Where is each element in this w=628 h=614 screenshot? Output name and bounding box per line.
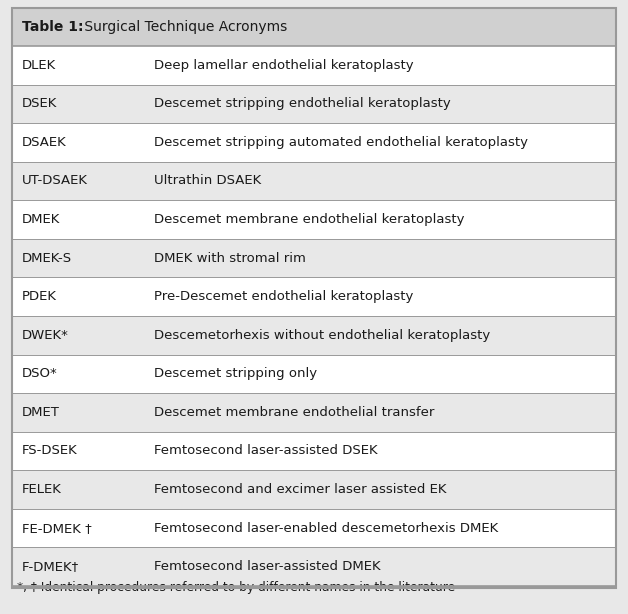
Bar xyxy=(12,393,616,432)
Text: Pre-Descemet endothelial keratoplasty: Pre-Descemet endothelial keratoplasty xyxy=(154,290,413,303)
Text: Descemet membrane endothelial keratoplasty: Descemet membrane endothelial keratoplas… xyxy=(154,213,465,226)
Text: DSEK: DSEK xyxy=(22,98,57,111)
Text: DLEK: DLEK xyxy=(22,59,57,72)
Text: FELEK: FELEK xyxy=(22,483,62,496)
Text: PDEK: PDEK xyxy=(22,290,57,303)
Text: Table 1:: Table 1: xyxy=(22,20,84,34)
Text: Descemetorhexis without endothelial keratoplasty: Descemetorhexis without endothelial kera… xyxy=(154,328,490,342)
Bar xyxy=(12,278,616,316)
Bar xyxy=(12,239,616,278)
Text: Descemet stripping automated endothelial keratoplasty: Descemet stripping automated endothelial… xyxy=(154,136,528,149)
Bar xyxy=(12,8,616,46)
Text: Femtosecond and excimer laser assisted EK: Femtosecond and excimer laser assisted E… xyxy=(154,483,447,496)
Bar xyxy=(12,470,616,509)
Text: Descemet stripping endothelial keratoplasty: Descemet stripping endothelial keratopla… xyxy=(154,98,451,111)
Text: DMEK with stromal rim: DMEK with stromal rim xyxy=(154,252,306,265)
Bar xyxy=(12,586,616,588)
Text: DSAEK: DSAEK xyxy=(22,136,67,149)
Bar xyxy=(12,46,616,85)
Text: DWEK*: DWEK* xyxy=(22,328,69,342)
Text: DSO*: DSO* xyxy=(22,367,58,380)
Text: Deep lamellar endothelial keratoplasty: Deep lamellar endothelial keratoplasty xyxy=(154,59,414,72)
Text: *, † Identical procedures referred to by different names in the literature: *, † Identical procedures referred to by… xyxy=(17,580,455,594)
Text: Surgical Technique Acronyms: Surgical Technique Acronyms xyxy=(80,20,287,34)
Text: UT-DSAEK: UT-DSAEK xyxy=(22,174,88,187)
Text: F-DMEK†: F-DMEK† xyxy=(22,560,79,573)
Text: FS-DSEK: FS-DSEK xyxy=(22,445,78,457)
Text: FE-DMEK †: FE-DMEK † xyxy=(22,522,92,535)
Bar xyxy=(12,85,616,123)
Bar xyxy=(12,161,616,200)
Text: DMEK: DMEK xyxy=(22,213,60,226)
Bar xyxy=(12,354,616,393)
Text: Descemet membrane endothelial transfer: Descemet membrane endothelial transfer xyxy=(154,406,435,419)
Text: Femtosecond laser-enabled descemetorhexis DMEK: Femtosecond laser-enabled descemetorhexi… xyxy=(154,522,498,535)
Text: Femtosecond laser-assisted DMEK: Femtosecond laser-assisted DMEK xyxy=(154,560,381,573)
Bar xyxy=(12,509,616,548)
Text: Femtosecond laser-assisted DSEK: Femtosecond laser-assisted DSEK xyxy=(154,445,377,457)
Bar xyxy=(12,548,616,586)
Bar xyxy=(12,316,616,354)
Bar xyxy=(12,432,616,470)
Text: Descemet stripping only: Descemet stripping only xyxy=(154,367,317,380)
Bar xyxy=(12,200,616,239)
Text: DMEK-S: DMEK-S xyxy=(22,252,72,265)
Text: DMET: DMET xyxy=(22,406,60,419)
Text: Ultrathin DSAEK: Ultrathin DSAEK xyxy=(154,174,261,187)
Bar xyxy=(12,123,616,161)
